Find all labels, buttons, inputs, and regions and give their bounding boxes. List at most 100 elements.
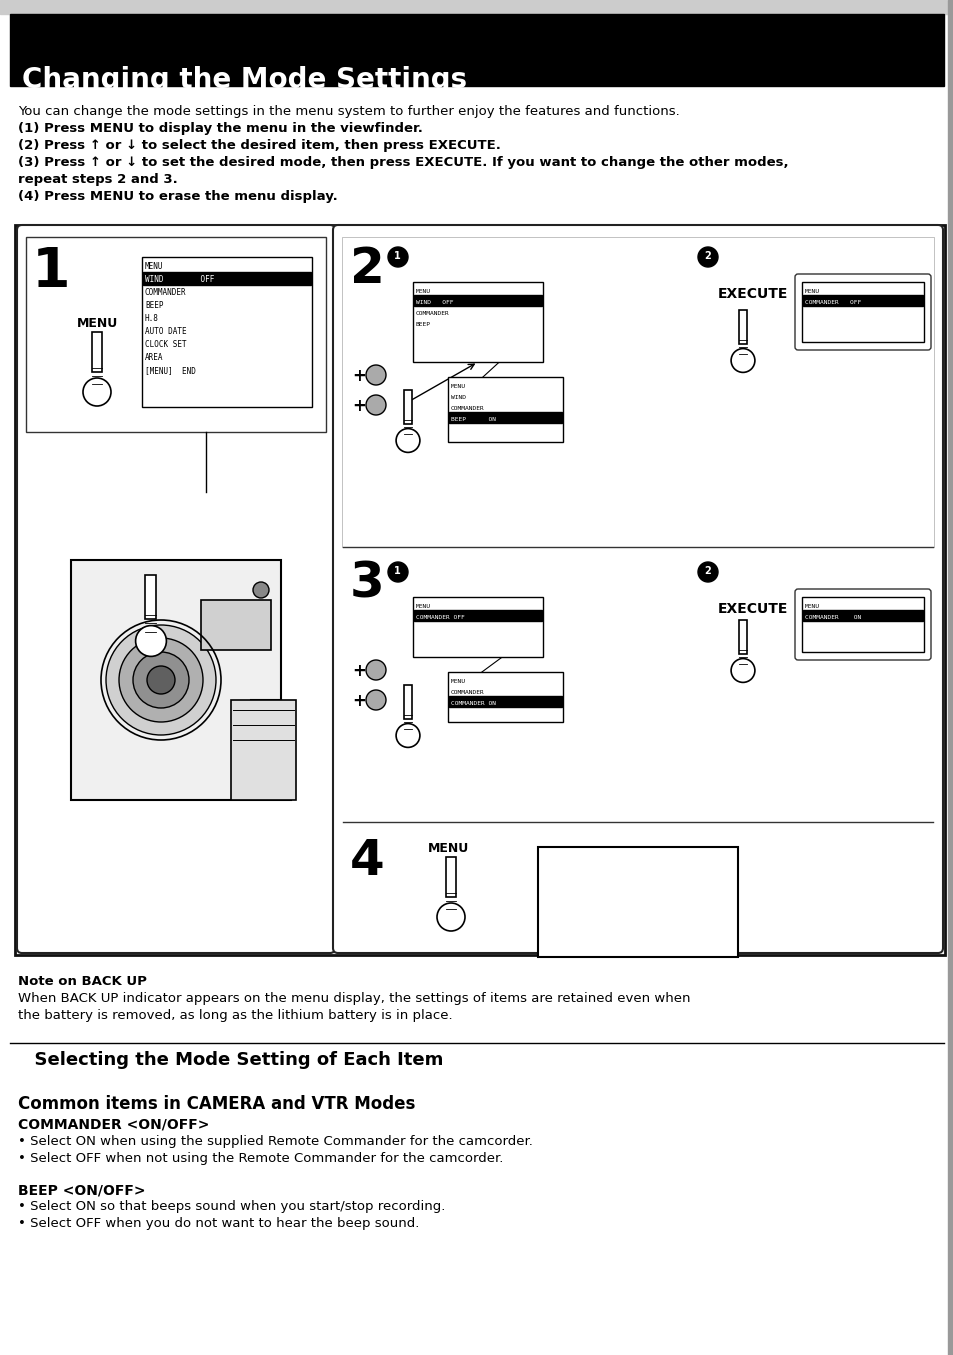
Text: • Select OFF when not using the Remote Commander for the camcorder.: • Select OFF when not using the Remote C…: [18, 1152, 503, 1165]
Circle shape: [106, 625, 215, 734]
Text: When BACK UP indicator appears on the menu display, the settings of items are re: When BACK UP indicator appears on the me…: [18, 992, 690, 1005]
Text: COMMANDER OFF: COMMANDER OFF: [416, 615, 464, 621]
Bar: [449, 696, 561, 707]
Text: BEEP <ON/OFF>: BEEP <ON/OFF>: [18, 1183, 146, 1196]
Bar: [142, 257, 312, 406]
Bar: [341, 237, 933, 547]
Bar: [448, 377, 562, 442]
Polygon shape: [71, 560, 291, 799]
Bar: [802, 295, 923, 306]
Text: EXECUTE: EXECUTE: [718, 287, 787, 301]
Text: +: +: [352, 367, 366, 385]
Text: 2: 2: [703, 566, 710, 576]
Text: H.8: H.8: [145, 314, 159, 322]
Circle shape: [395, 724, 419, 748]
Circle shape: [83, 378, 111, 406]
Text: WIND   OFF: WIND OFF: [416, 299, 453, 305]
Text: WIND        OFF: WIND OFF: [145, 275, 214, 285]
Text: 2: 2: [703, 251, 710, 262]
Text: BEEP: BEEP: [145, 301, 163, 310]
Text: [MENU]  END: [MENU] END: [145, 366, 195, 375]
Text: CLOCK SET: CLOCK SET: [145, 340, 187, 350]
Circle shape: [730, 659, 754, 683]
Text: COMMANDER ON: COMMANDER ON: [451, 701, 496, 706]
Text: Common items in CAMERA and VTR Modes: Common items in CAMERA and VTR Modes: [18, 1095, 415, 1112]
Text: EXECUTE: EXECUTE: [718, 602, 787, 617]
Bar: [231, 701, 295, 799]
Circle shape: [253, 583, 269, 598]
Text: • Select ON so that beeps sound when you start/stop recording.: • Select ON so that beeps sound when you…: [18, 1201, 445, 1213]
Text: AREA: AREA: [145, 354, 163, 362]
Circle shape: [730, 348, 754, 373]
Bar: [448, 672, 562, 722]
Text: You can change the mode settings in the menu system to further enjoy the feature: You can change the mode settings in the …: [18, 104, 679, 118]
Text: (1) Press MENU to display the menu in the viewfinder.: (1) Press MENU to display the menu in th…: [18, 122, 422, 136]
Text: 1: 1: [394, 251, 400, 262]
Circle shape: [135, 626, 166, 656]
Text: +: +: [352, 397, 366, 415]
Text: Selecting the Mode Setting of Each Item: Selecting the Mode Setting of Each Item: [22, 1051, 443, 1069]
Text: COMMANDER: COMMANDER: [145, 289, 187, 297]
Bar: [947, 0, 953, 1355]
Text: • Select ON when using the supplied Remote Commander for the camcorder.: • Select ON when using the supplied Remo…: [18, 1135, 533, 1148]
Text: MENU: MENU: [416, 604, 431, 608]
Text: +: +: [352, 663, 366, 680]
Bar: [413, 282, 542, 362]
Bar: [738, 619, 746, 653]
Bar: [801, 282, 923, 341]
Circle shape: [388, 247, 408, 267]
Bar: [449, 412, 561, 423]
Bar: [413, 598, 542, 657]
Text: COMMANDER: COMMANDER: [451, 690, 484, 695]
Bar: [91, 332, 102, 373]
Bar: [537, 847, 738, 957]
Circle shape: [119, 638, 203, 722]
Text: Note on BACK UP: Note on BACK UP: [18, 976, 147, 988]
Text: COMMANDER <ON/OFF>: COMMANDER <ON/OFF>: [18, 1117, 209, 1131]
Text: 1: 1: [394, 566, 400, 576]
Circle shape: [366, 690, 386, 710]
Text: MENU: MENU: [77, 317, 118, 331]
Circle shape: [388, 562, 408, 583]
Circle shape: [395, 428, 419, 453]
FancyBboxPatch shape: [17, 225, 335, 953]
Text: BEEP      ON: BEEP ON: [451, 417, 496, 421]
Text: Changing the Mode Settings: Changing the Mode Settings: [22, 66, 467, 93]
Bar: [738, 309, 746, 344]
Bar: [802, 610, 923, 621]
Bar: [414, 610, 541, 621]
FancyBboxPatch shape: [794, 589, 930, 660]
Text: MENU: MENU: [428, 841, 469, 855]
Circle shape: [698, 562, 718, 583]
Circle shape: [147, 667, 174, 694]
FancyBboxPatch shape: [794, 274, 930, 350]
Bar: [26, 237, 326, 432]
Circle shape: [366, 660, 386, 680]
Text: MENU: MENU: [804, 289, 820, 294]
Text: 2: 2: [350, 245, 384, 293]
Text: MENU: MENU: [451, 679, 465, 684]
Text: • Select OFF when you do not want to hear the beep sound.: • Select OFF when you do not want to hea…: [18, 1217, 419, 1230]
Circle shape: [366, 364, 386, 385]
Text: COMMANDER   OFF: COMMANDER OFF: [804, 299, 861, 305]
Text: (3) Press ↑ or ↓ to set the desired mode, then press EXECUTE. If you want to cha: (3) Press ↑ or ↓ to set the desired mode…: [18, 156, 788, 169]
Bar: [10, 14, 943, 85]
Text: +: +: [352, 692, 366, 710]
Bar: [146, 575, 156, 619]
Bar: [143, 272, 311, 285]
Bar: [201, 600, 271, 650]
Text: AUTO DATE: AUTO DATE: [145, 327, 187, 336]
Bar: [15, 225, 944, 955]
Circle shape: [366, 396, 386, 415]
Bar: [0, 0, 953, 14]
Text: WIND: WIND: [451, 396, 465, 400]
Text: MENU: MENU: [416, 289, 431, 294]
Circle shape: [698, 247, 718, 267]
Text: repeat steps 2 and 3.: repeat steps 2 and 3.: [18, 173, 177, 186]
Bar: [801, 598, 923, 652]
Text: MENU: MENU: [804, 604, 820, 608]
Bar: [446, 856, 456, 897]
FancyBboxPatch shape: [333, 225, 942, 953]
Text: COMMANDER    ON: COMMANDER ON: [804, 615, 861, 621]
Text: COMMANDER: COMMANDER: [416, 312, 449, 316]
